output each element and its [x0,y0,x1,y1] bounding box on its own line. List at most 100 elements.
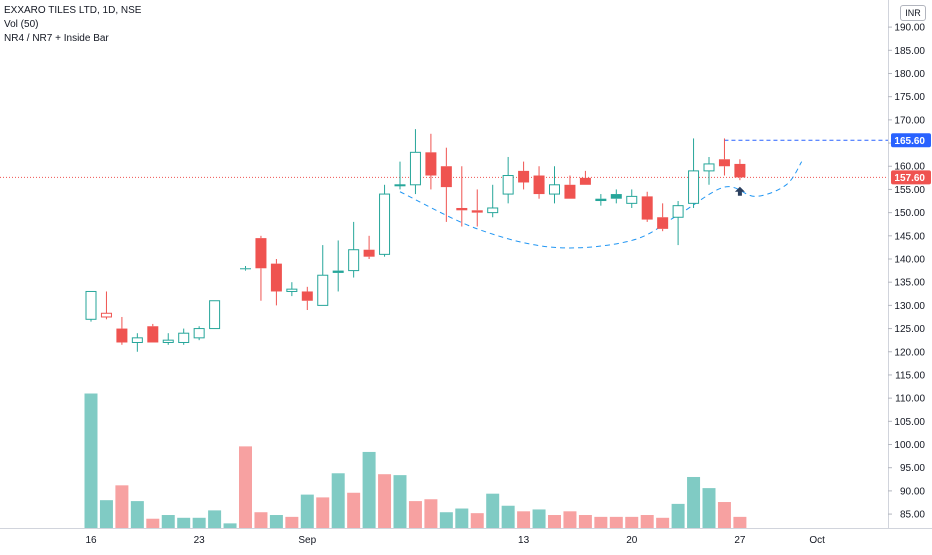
volume-bar [269,515,283,528]
chart-legend: EXXARO TILES LTD, 1D, NSE Vol (50) NR4 /… [4,4,141,46]
volume-bar [517,511,531,528]
volume-bar [146,518,160,528]
candle-body [626,195,638,204]
y-tick-label: 135.00 [894,278,925,289]
candle [688,138,700,208]
candle [734,159,746,181]
candle [672,201,684,246]
candle [440,147,452,222]
candle-body [100,312,112,318]
candle [425,133,437,190]
price-badge-bg [891,170,931,185]
symbol-title[interactable]: EXXARO TILES LTD, 1D, NSE [4,5,142,16]
y-tick-label: 150.00 [894,208,925,219]
volume-bar [300,494,314,528]
candle-body [116,328,128,343]
x-tick-label: 16 [85,535,97,546]
y-tick-label: 130.00 [894,301,925,312]
candle [348,221,360,278]
volume-bar [424,499,438,528]
candle-body [348,249,360,272]
candle [394,161,406,190]
candle-body [502,175,514,195]
candle [456,166,468,227]
candle-body [595,198,607,202]
volume-bar [470,513,484,528]
volume-bar [408,501,422,528]
candle [131,333,143,352]
candle-body [579,177,591,185]
rounding-bottom-curve [399,161,803,249]
candle [209,300,221,330]
candle-body [162,339,174,343]
study-label[interactable]: NR4 / NR7 + Inside Bar [4,33,109,44]
candle [332,240,344,292]
volume-bar [316,497,330,528]
y-tick-label: 140.00 [894,255,925,266]
x-tick-label: 20 [626,535,638,546]
y-tick-label: 105.00 [894,417,925,428]
y-tick-label: 115.00 [895,370,925,381]
candle-body [379,193,391,255]
volume-bar [347,492,361,528]
volume-bar [594,516,608,528]
volume-bar [378,474,392,528]
volume-indicator-label[interactable]: Vol (50) [4,19,39,30]
volume-bar [702,488,716,528]
candle-body [178,332,190,343]
candle-body [193,328,205,339]
candle [518,161,530,190]
price-badge-bg [891,133,931,148]
candle-body [734,163,746,178]
candle [657,203,669,232]
candle [533,166,545,199]
volume-bar [640,515,654,528]
y-tick-label: 95.00 [900,463,925,474]
volume-bar [254,512,268,528]
volume-bar [609,516,623,528]
y-tick-label: 185.00 [894,46,925,57]
candle [116,316,128,345]
volume-bar [578,515,592,528]
candle-body [440,166,452,188]
candle [286,282,298,297]
candle [85,290,97,322]
candle [471,189,483,227]
candle [718,138,730,176]
candle [703,156,715,185]
candle [162,333,174,345]
y-tick-label: 160.00 [894,162,925,173]
candle-body [394,184,406,187]
candle-body [301,291,313,301]
y-tick-label: 85.00 [900,510,925,521]
candle-body [255,238,267,269]
candle-body [409,151,421,186]
candle-body [332,270,344,273]
y-tick-label: 190.00 [894,23,925,34]
y-tick-label: 90.00 [900,486,925,497]
candle-body [425,152,437,176]
candle [579,170,591,185]
volume-bar [439,512,453,528]
volume-bar [733,516,747,528]
candle [595,194,607,206]
volume-bar [177,517,191,528]
x-tick-label: Oct [809,535,825,546]
candle-body [518,170,530,183]
candle-body [209,300,221,330]
candle [255,235,267,301]
y-tick-label: 125.00 [894,324,925,335]
candle [147,323,159,343]
y-tick-label: 100.00 [894,440,925,451]
candle [626,189,638,208]
candle-body [610,194,622,199]
volume-bar [671,503,685,528]
currency-button[interactable]: INR [900,5,926,21]
volume-bar [130,501,144,528]
volume-bar [161,515,175,528]
candle-body [564,184,576,199]
volume-bar [239,446,252,528]
volume-bar [393,475,407,528]
